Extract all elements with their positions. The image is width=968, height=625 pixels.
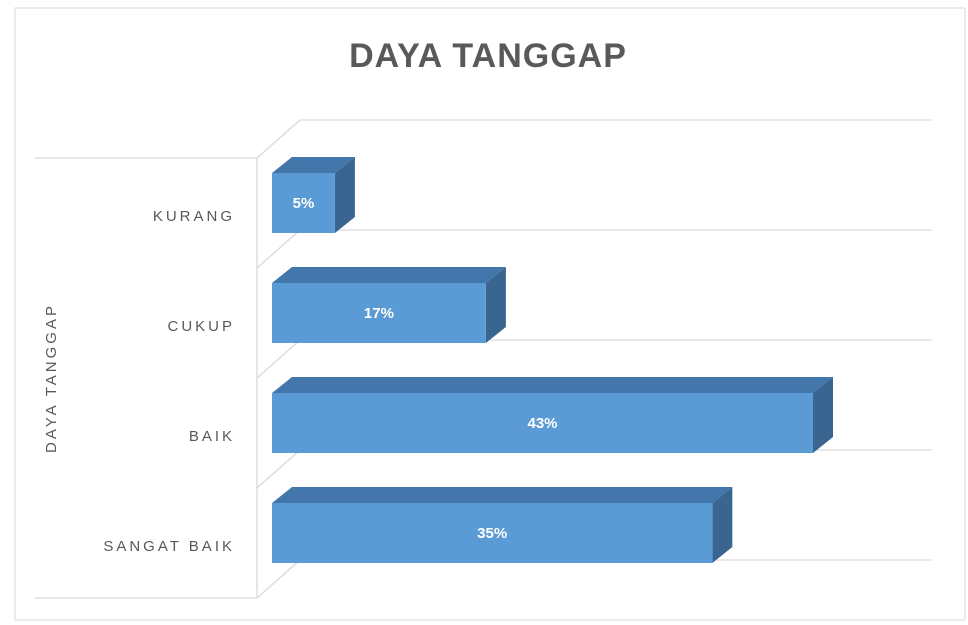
chart-title: DAYA TANGGAP [349,37,627,75]
bar-side [813,377,833,453]
y-tick-label: CUKUP [167,318,235,335]
grid-line [256,559,301,599]
grid-line [256,229,301,269]
data-label: 43% [527,415,557,432]
bar-top [272,377,833,393]
grid-line [256,339,301,379]
bar [272,283,486,343]
bar-side [712,487,733,563]
bar-side [485,267,506,343]
data-label: 35% [477,525,507,542]
data-label: 5% [293,195,315,212]
y-tick-label: BAIK [189,428,235,445]
data-label: 17% [364,305,394,322]
bar-top [272,267,506,283]
bar [272,393,813,453]
wall-line [256,119,301,159]
grid-line [256,449,301,489]
bar-side [334,157,355,233]
y-tick-label: SANGAT BAIK [103,538,235,555]
bar-top [272,157,355,173]
bar [272,503,713,563]
y-tick-label: KURANG [153,208,235,225]
bar [272,173,335,233]
y-axis-label: DAYA TANGGAP [43,303,60,453]
bar-top [272,487,733,503]
